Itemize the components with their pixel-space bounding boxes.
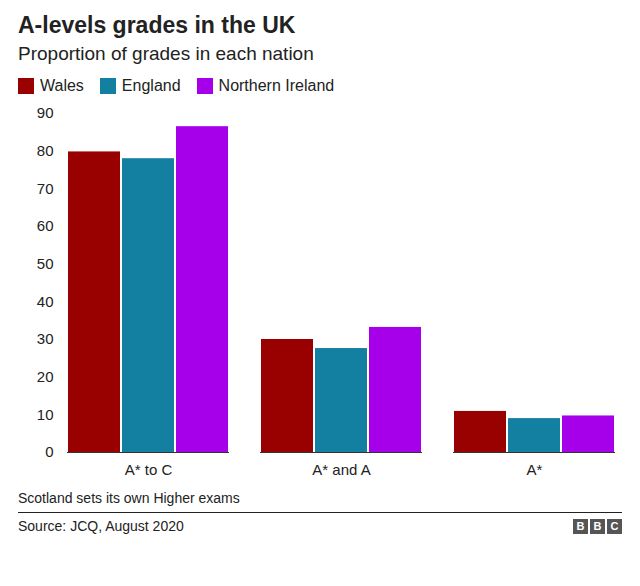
svg-text:50: 50 — [37, 255, 54, 272]
svg-text:A* and A: A* and A — [312, 461, 370, 478]
svg-text:70: 70 — [37, 180, 54, 197]
svg-text:A* to C: A* to C — [125, 461, 173, 478]
html-text:B: B — [576, 520, 585, 532]
html-text:C: C — [610, 520, 619, 532]
svg-text:0: 0 — [45, 443, 53, 460]
svg-text:30: 30 — [37, 330, 54, 347]
svg-text:20: 20 — [37, 368, 54, 385]
html-text:Scotland sets its own Higher e: Scotland sets its own Higher exams — [18, 490, 240, 506]
html-text:B: B — [593, 520, 602, 532]
svg-text:90: 90 — [37, 104, 54, 121]
html-text:Source: JCQ, August 2020: Source: JCQ, August 2020 — [18, 518, 184, 534]
html-text:England: England — [121, 77, 181, 94]
svg-text:10: 10 — [37, 406, 54, 423]
svg-text:60: 60 — [37, 217, 54, 234]
html-text:Proportion of grades in each n: Proportion of grades in each nation — [18, 43, 314, 64]
svg-text:80: 80 — [37, 142, 54, 159]
html-text:A-levels grades in the UK: A-levels grades in the UK — [18, 12, 296, 38]
html-text:Northern Ireland: Northern Ireland — [218, 77, 335, 94]
svg-text:A*: A* — [527, 461, 543, 478]
svg-text:40: 40 — [37, 293, 54, 310]
html-text:Wales: Wales — [40, 77, 84, 94]
